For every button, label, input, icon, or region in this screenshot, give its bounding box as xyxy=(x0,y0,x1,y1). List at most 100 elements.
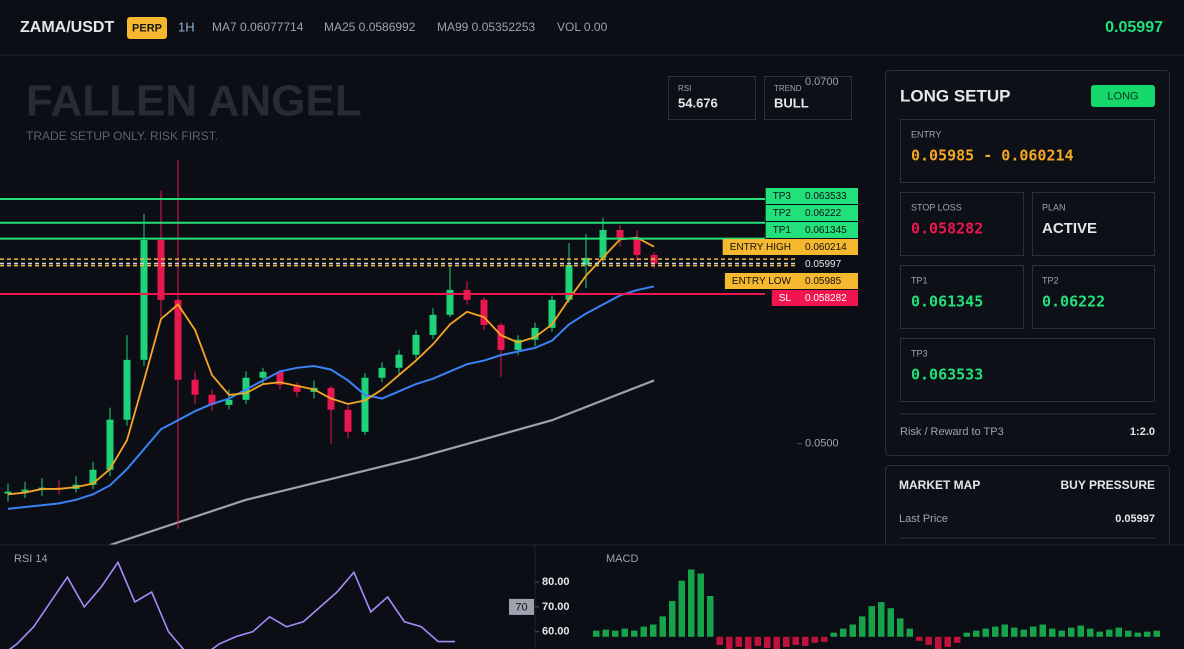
macd-bar xyxy=(1039,624,1046,637)
macd-bar xyxy=(726,636,733,649)
price-plot: 0.063533 TP3 0.06222 TP2 0.061345 TP1 0.060214… xyxy=(0,81,858,547)
macd-bar xyxy=(840,628,847,637)
candle-body xyxy=(548,299,556,328)
macd-bar xyxy=(1096,631,1103,637)
macd-bar xyxy=(621,628,628,637)
level-value: 0.061345 xyxy=(805,225,847,236)
setup-title: LONG SETUP xyxy=(900,86,1011,105)
badge: PERP xyxy=(132,22,162,34)
macd-bar xyxy=(602,629,609,637)
macd-bar xyxy=(802,636,809,646)
plan-box xyxy=(1032,192,1155,256)
candle-body xyxy=(599,230,607,258)
macd-bar xyxy=(944,636,951,647)
level-value: 0.060214 xyxy=(805,242,847,253)
y-tick-label: 60.00 xyxy=(542,626,570,638)
level-value: 0.05997 xyxy=(805,259,842,270)
level-value-bg xyxy=(798,273,858,289)
macd-bar xyxy=(1153,630,1160,637)
macd-bar xyxy=(650,624,657,637)
macd-bar xyxy=(745,636,752,649)
y-tick-label: 0.0700 xyxy=(805,76,839,88)
ma-mid xyxy=(7,285,655,510)
macd-bar xyxy=(688,569,695,637)
level-name: TP2 xyxy=(773,208,792,219)
macd-bar xyxy=(707,595,714,637)
level-name: TP3 xyxy=(773,191,792,202)
macd-bar xyxy=(897,618,904,637)
level-value-bg xyxy=(798,256,858,272)
tp2-value: 0.06222 xyxy=(1042,293,1105,311)
macd-bar xyxy=(821,636,828,642)
rsi-value: 54.676 xyxy=(678,95,718,110)
last-price-label: Last Price xyxy=(899,513,948,525)
rr-label: Risk / Reward to TP3 xyxy=(900,426,1004,438)
macd-title: MACD xyxy=(606,553,638,565)
tp3-value: 0.063533 xyxy=(911,366,983,384)
macd-bar xyxy=(811,636,818,643)
macd-bar xyxy=(669,601,676,637)
macd-bar xyxy=(963,632,970,637)
symbol: ZAMA/USDT xyxy=(20,19,114,36)
macd-bar xyxy=(859,616,866,637)
candle-body xyxy=(21,489,29,492)
market-title: MARKET MAP xyxy=(899,478,980,492)
macd-bar xyxy=(1011,627,1018,637)
candle-body xyxy=(191,379,199,395)
macd-bar xyxy=(973,630,980,637)
candle-body xyxy=(361,377,369,432)
level-value: 0.06222 xyxy=(805,208,842,219)
macd-bar xyxy=(1049,628,1056,637)
level-value-bg xyxy=(798,188,858,204)
macd-bar xyxy=(1058,630,1065,637)
tp2-box xyxy=(1032,265,1155,329)
ma-slow-values xyxy=(109,379,655,547)
macd-bar xyxy=(1030,626,1037,637)
entry-label: ENTRY xyxy=(911,129,941,139)
macd-bar xyxy=(849,624,856,637)
macd-bar xyxy=(868,606,875,637)
stop-box xyxy=(900,192,1024,256)
plan-label: PLAN xyxy=(1042,202,1066,212)
ma-fast xyxy=(7,236,655,496)
last-price-value: 0.05997 xyxy=(1115,513,1155,525)
macd-bar xyxy=(1068,627,1075,637)
rsi-title: RSI 14 xyxy=(14,553,48,565)
macd-bar xyxy=(916,636,923,641)
level-value-bg xyxy=(798,222,858,238)
candle-body xyxy=(378,367,386,378)
macd-bar xyxy=(1144,631,1151,637)
level-value: 0.05985 xyxy=(805,276,842,287)
level-name-bg xyxy=(765,188,798,204)
macd-bar xyxy=(1087,628,1094,637)
candle-body xyxy=(293,384,301,392)
rsi-label: RSI xyxy=(678,84,691,93)
level-value: 0.058282 xyxy=(805,293,847,304)
tp1-value: 0.061345 xyxy=(911,293,983,311)
trend-value: BULL xyxy=(774,95,809,110)
interval[interactable]: 1H xyxy=(178,19,195,34)
macd-bar xyxy=(792,636,799,645)
candle-body xyxy=(633,237,641,255)
level-value-bg xyxy=(798,239,858,255)
macd-bar xyxy=(783,636,790,647)
macd-bar xyxy=(593,630,600,637)
y-tick-label: 70.00 xyxy=(542,601,570,613)
level-value: 0.063533 xyxy=(805,191,847,202)
macd-bar xyxy=(659,616,666,637)
tp3-box xyxy=(900,338,1155,402)
macd-bar xyxy=(697,573,704,637)
y-tick-label: 0.0500 xyxy=(805,438,839,450)
candle-body xyxy=(4,491,12,494)
marker-label: 70 xyxy=(515,601,527,613)
candle-body xyxy=(225,399,233,405)
trend-label: TREND xyxy=(774,84,802,93)
watermark-title: FALLEN ANGEL xyxy=(26,77,362,126)
macd-bar xyxy=(754,636,761,646)
level-name: ENTRY HIGH xyxy=(730,242,791,253)
macd-bar xyxy=(1020,629,1027,637)
candle-body xyxy=(123,359,131,420)
ma25: MA25 0.0586992 xyxy=(324,20,416,34)
level-name: ENTRY LOW xyxy=(732,276,792,287)
